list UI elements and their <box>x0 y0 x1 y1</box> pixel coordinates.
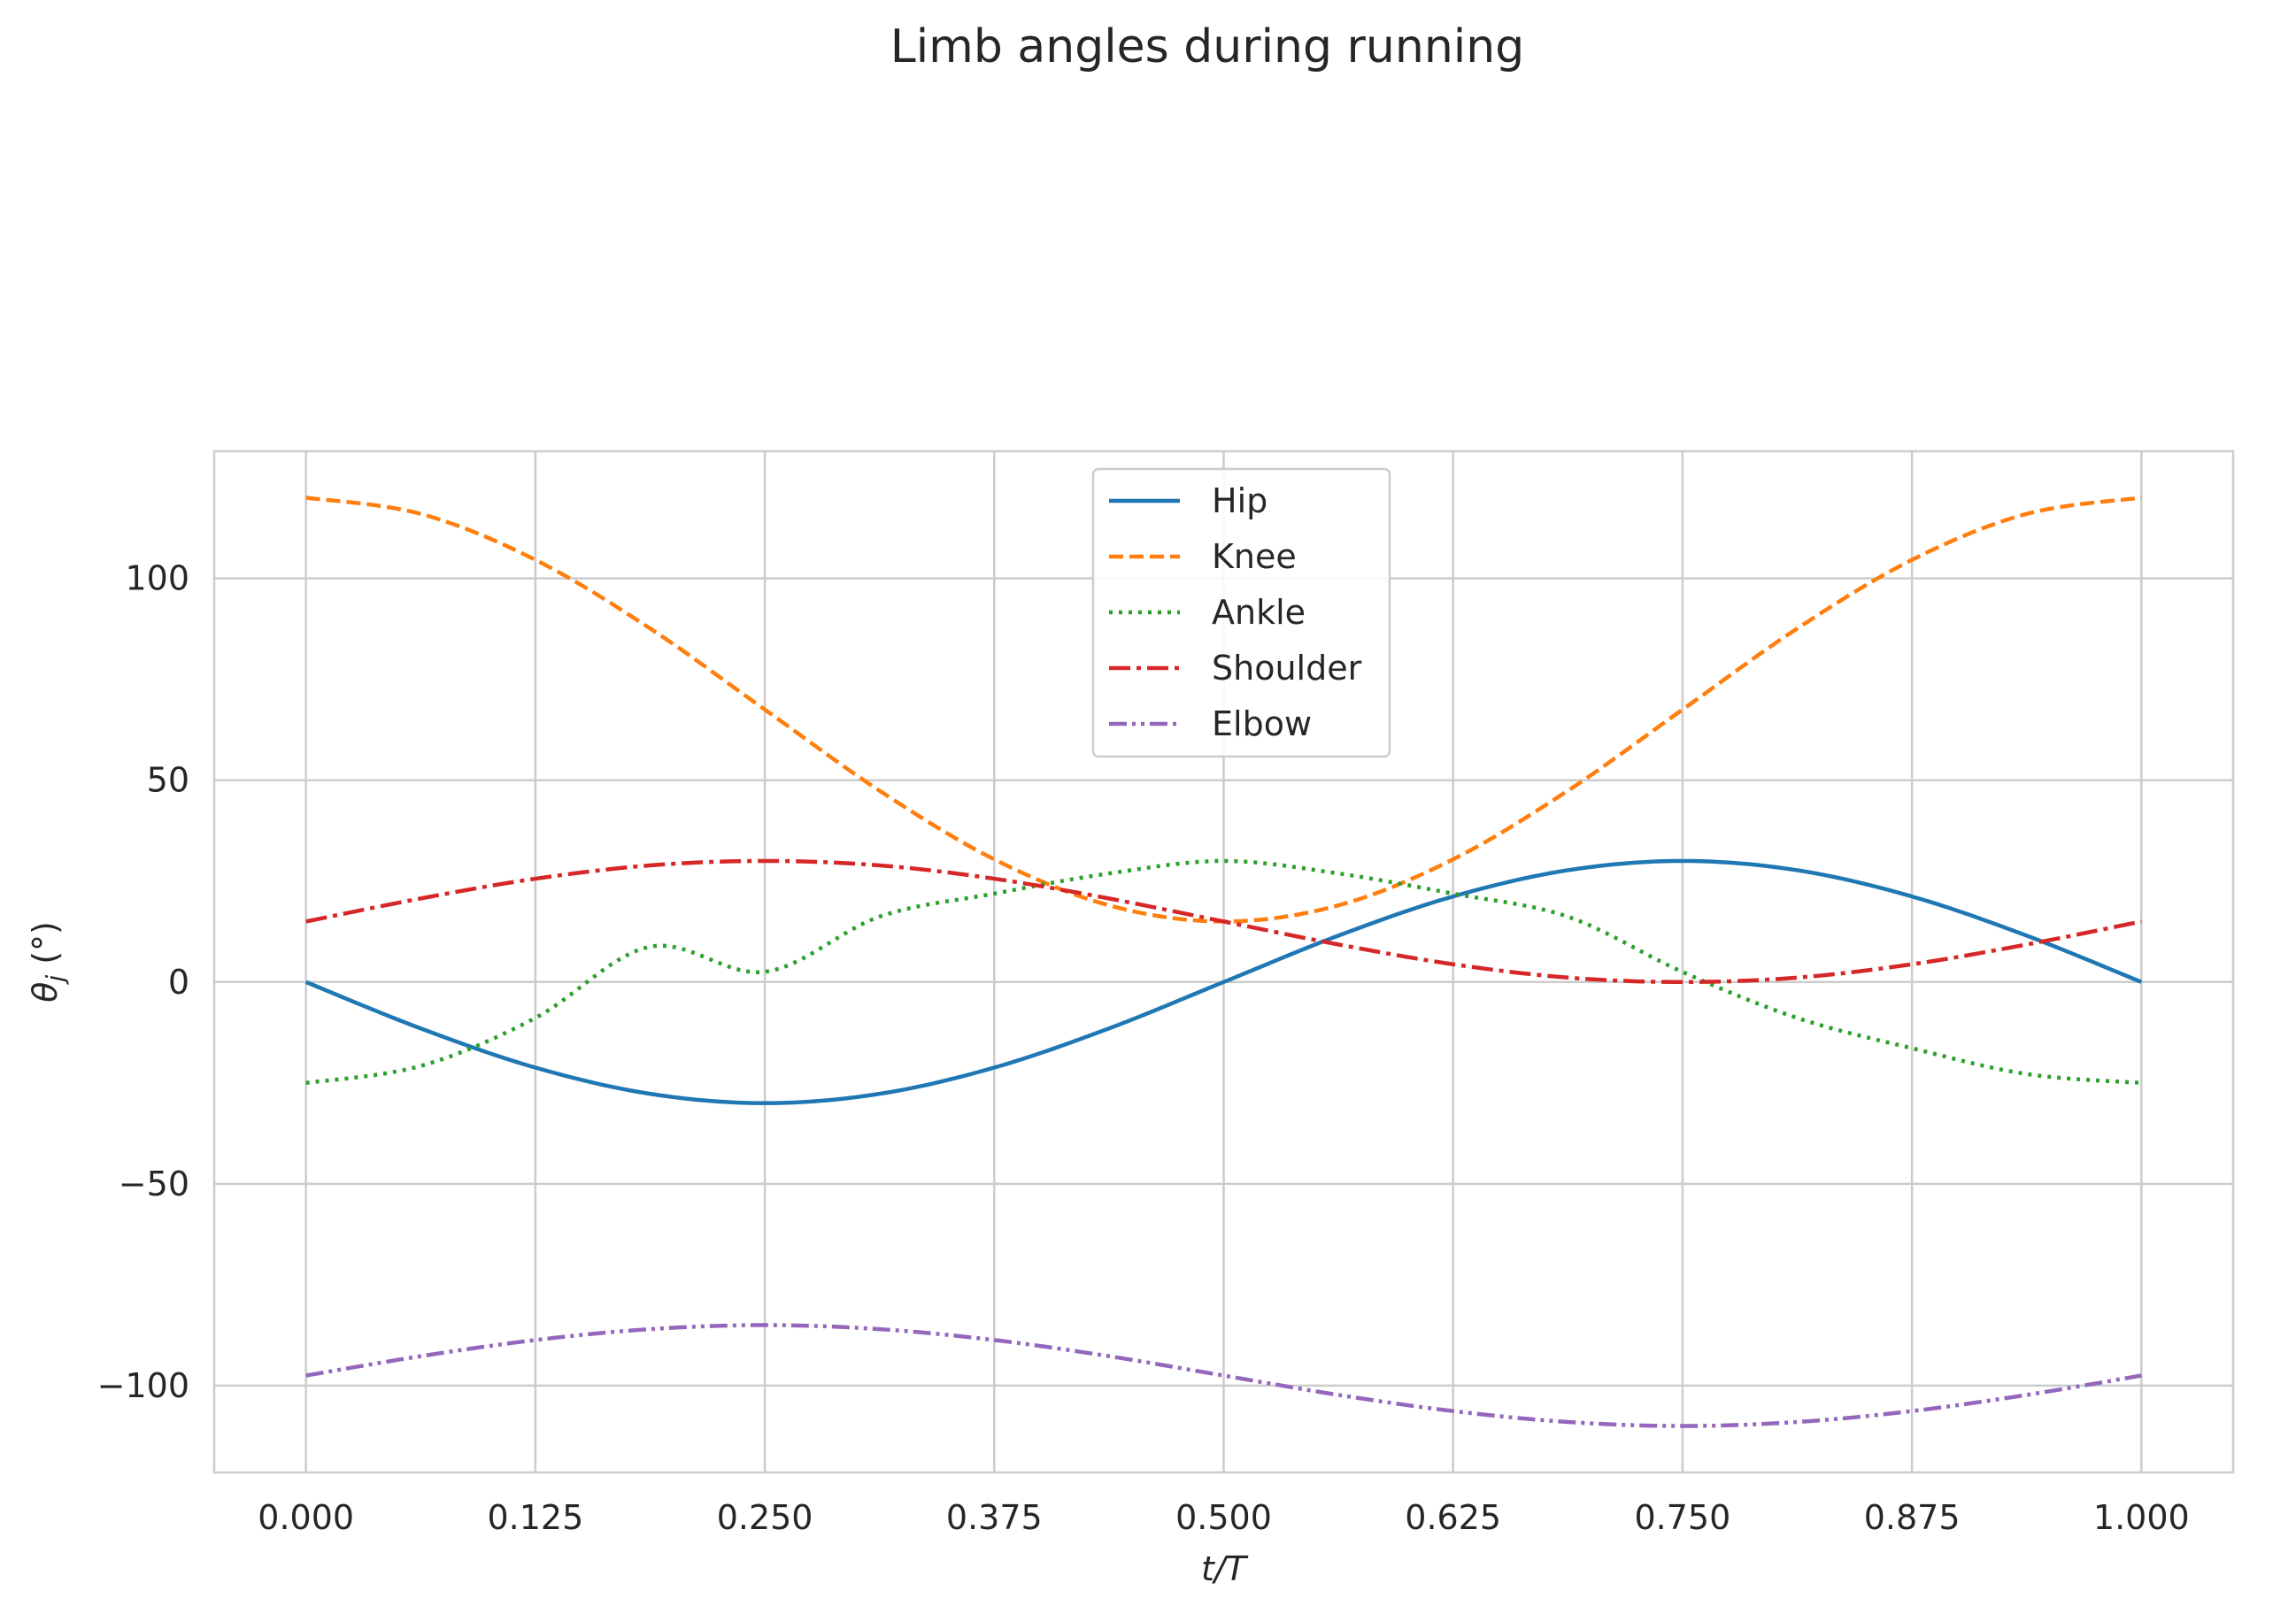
y-tick-label: 0 <box>168 963 189 1002</box>
legend: Hip Knee Ankle Shoulder Elbow <box>1091 467 1391 758</box>
y-axis-label-symbol: θ <box>26 982 65 1003</box>
series-line-ankle <box>305 858 2142 1086</box>
x-tick-label: 0.375 <box>946 1498 1043 1537</box>
chart-title: Limb angles during running <box>890 20 1524 73</box>
y-tick-label: −50 <box>119 1164 189 1203</box>
x-tick-label: 0.625 <box>1405 1498 1501 1537</box>
x-axis-ticks: 0.000 0.125 0.250 0.375 0.500 0.625 0.750 0.875… <box>258 1498 2189 1537</box>
x-tick-label: 1.000 <box>2093 1498 2190 1537</box>
x-tick-label: 0.750 <box>1635 1498 1731 1537</box>
series-line-shoulder <box>305 858 2142 985</box>
y-tick-label: 100 <box>125 559 189 598</box>
legend-label-hip: Hip <box>1212 481 1267 520</box>
y-tick-label: −100 <box>97 1366 189 1405</box>
y-axis-ticks: −100 −50 0 50 100 <box>97 559 189 1405</box>
legend-label-shoulder: Shoulder <box>1212 649 1362 688</box>
x-tick-label: 0.875 <box>1864 1498 1961 1537</box>
x-tick-label: 0.000 <box>258 1498 354 1537</box>
x-axis-label: t/T <box>1201 1549 1249 1588</box>
y-axis-label-unit: (°) <box>26 921 65 975</box>
legend-label-ankle: Ankle <box>1212 593 1306 632</box>
legend-label-elbow: Elbow <box>1212 704 1312 743</box>
x-tick-label: 0.125 <box>487 1498 583 1537</box>
x-tick-label: 0.250 <box>717 1498 813 1537</box>
x-tick-label: 0.500 <box>1175 1498 1272 1537</box>
series-line-hip <box>304 858 2143 1105</box>
plot-frame <box>212 450 2235 1474</box>
series-line-elbow <box>305 1323 2142 1428</box>
legend-label-knee: Knee <box>1212 537 1297 576</box>
series-lines <box>304 496 2143 1428</box>
y-tick-label: 50 <box>147 761 189 800</box>
y-axis-label: θj (°) <box>26 921 70 1003</box>
legend-box <box>1091 467 1391 758</box>
